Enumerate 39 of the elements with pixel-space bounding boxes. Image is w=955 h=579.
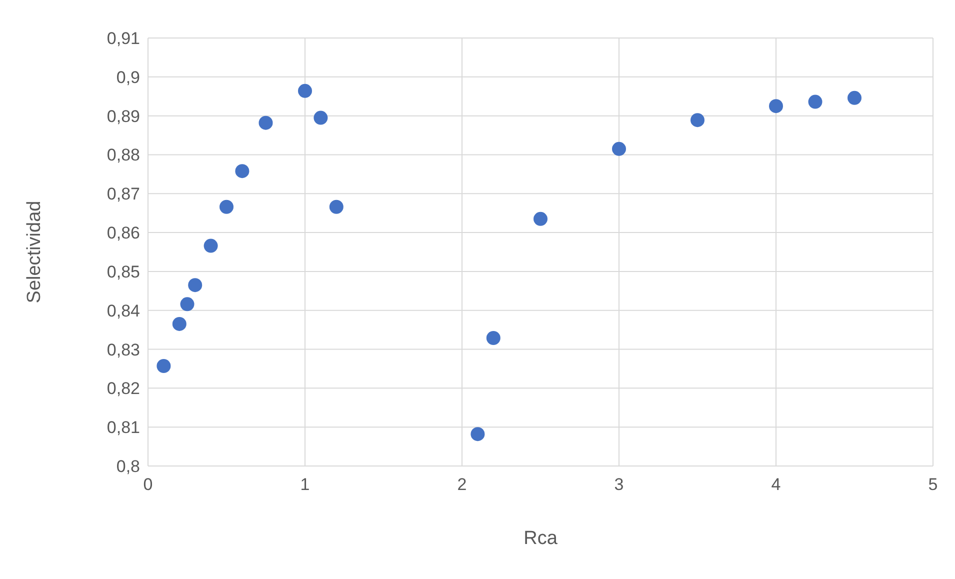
point	[470, 427, 485, 442]
point	[156, 359, 171, 374]
point	[258, 116, 273, 130]
y-axis-title: Selectividad	[24, 200, 45, 304]
y-tick-label: 0,85	[106, 262, 140, 282]
point	[220, 200, 234, 214]
point	[235, 164, 250, 178]
point	[188, 278, 202, 292]
point	[808, 94, 822, 109]
x-tick-label: 2	[457, 475, 467, 494]
y-tick-label: 0,91	[106, 29, 140, 48]
point	[314, 110, 328, 125]
y-tick-label: 0,9	[116, 68, 140, 87]
x-tick-label: 5	[928, 475, 938, 494]
y-tick-label: 0,87	[106, 184, 140, 204]
point	[298, 84, 312, 98]
point	[486, 330, 500, 345]
y-tick-label: 0,82	[106, 379, 140, 398]
y-tick-label: 0,86	[106, 224, 140, 243]
point	[172, 316, 186, 331]
y-tick-label: 0,89	[106, 106, 140, 126]
point	[534, 212, 548, 226]
x-tick-label: 1	[300, 475, 310, 494]
x-tick-label: 0	[143, 475, 153, 494]
point	[329, 200, 344, 214]
x-tick-label: 4	[771, 475, 781, 494]
point	[769, 99, 783, 114]
y-tick-label: 0,88	[106, 146, 140, 165]
x-tick-label: 3	[614, 475, 624, 494]
point	[690, 113, 704, 128]
point	[180, 297, 194, 312]
point	[612, 142, 626, 156]
y-tick-label: 0,83	[106, 340, 140, 360]
x-axis-title: Rca	[524, 528, 558, 549]
point	[848, 90, 862, 105]
y-tick-label: 0,8	[116, 457, 140, 476]
y-tick-label: 0,84	[106, 301, 140, 320]
y-tick-label: 0,81	[106, 418, 140, 438]
point	[204, 238, 218, 253]
